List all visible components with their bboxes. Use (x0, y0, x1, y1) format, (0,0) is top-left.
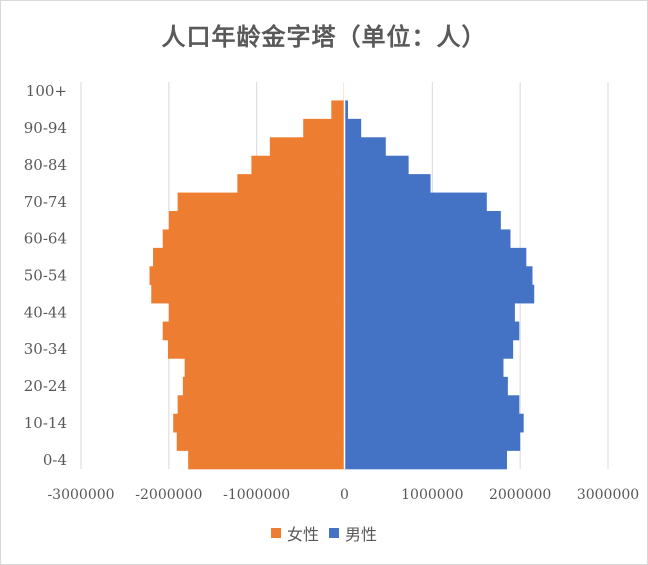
y-tick-label: 40-44 (24, 303, 67, 321)
legend-swatch-male (329, 528, 339, 538)
bar-male-85-89 (344, 137, 386, 157)
bar-female-85-89 (269, 137, 345, 157)
x-tick-label: 1000000 (401, 487, 463, 503)
bar-female-5-9 (176, 432, 345, 451)
legend-label-male: 男性 (345, 525, 378, 544)
bar-male-15-19 (344, 395, 520, 415)
bar-male-35-39 (344, 321, 520, 341)
bar-female-45-49 (151, 284, 345, 304)
bar-female-65-69 (168, 211, 345, 230)
legend-swatch-female (270, 528, 281, 538)
bar-female-60-64 (162, 229, 345, 249)
bar-male-20-24 (344, 376, 508, 396)
bar-male-5-9 (344, 432, 521, 451)
bar-female-35-39 (162, 321, 345, 341)
y-tick-label: 0-4 (43, 451, 67, 469)
bar-male-65-69 (344, 211, 501, 230)
legend-label-female: 女性 (286, 525, 319, 544)
bar-female-10-14 (173, 413, 345, 433)
bar-female-75-79 (237, 174, 345, 193)
bar-male-50-54 (344, 266, 533, 286)
bar-female-20-24 (182, 376, 345, 396)
bar-female-50-54 (149, 266, 345, 286)
y-tick-label: 80-84 (24, 156, 67, 174)
bar-male-90-94 (344, 118, 362, 138)
bar-male-55-59 (344, 247, 527, 267)
bar-male-95-99 (344, 100, 349, 120)
x-tick-label: 2000000 (489, 487, 551, 503)
bar-male-25-29 (344, 358, 504, 378)
x-tick-label: -1000000 (223, 487, 290, 503)
x-tick-label: -2000000 (135, 487, 202, 503)
y-tick-label: 20-24 (24, 377, 67, 395)
bar-female-55-59 (153, 247, 345, 267)
y-tick-label: 100+ (26, 82, 67, 100)
bar-female-95-99 (331, 100, 345, 120)
y-tick-label: 60-64 (24, 230, 67, 248)
bar-male-60-64 (344, 229, 511, 249)
x-tick-label: 3000000 (577, 487, 639, 503)
bar-male-0-4 (344, 450, 507, 470)
bar-male-80-84 (344, 155, 409, 175)
chart-title: 人口年龄金字塔（单位：人） (161, 22, 487, 51)
bar-female-70-74 (177, 192, 345, 212)
bar-male-10-14 (344, 413, 524, 433)
bar-female-15-19 (177, 395, 345, 415)
bar-male-45-49 (344, 284, 535, 304)
bar-female-0-4 (188, 450, 345, 470)
bar-female-25-29 (184, 358, 345, 378)
x-tick-label: 0 (340, 487, 349, 503)
y-tick-label: 70-74 (24, 193, 67, 211)
y-tick-label: 30-34 (24, 340, 67, 358)
y-tick-label: 50-54 (24, 267, 67, 285)
bar-female-80-84 (251, 155, 345, 175)
bar-female-90-94 (303, 118, 345, 138)
bar-female-30-34 (167, 340, 345, 359)
bar-male-70-74 (344, 192, 487, 212)
bar-male-30-34 (344, 340, 514, 359)
y-tick-label: 10-14 (24, 414, 67, 432)
bar-male-40-44 (344, 303, 515, 322)
legend-item-female: 女性 (270, 521, 319, 545)
plot-area: 0-4 10-14 20-24 30-34 40-44 50-54 60-64 70-74 80… (24, 80, 639, 503)
y-tick-label: 90-94 (24, 119, 67, 137)
x-tick-label: -3000000 (47, 487, 114, 503)
bar-female-40-44 (168, 303, 345, 322)
bar-male-75-79 (344, 174, 431, 193)
legend: 女性 男性 (1, 521, 647, 545)
legend-item-male: 男性 (329, 521, 377, 545)
